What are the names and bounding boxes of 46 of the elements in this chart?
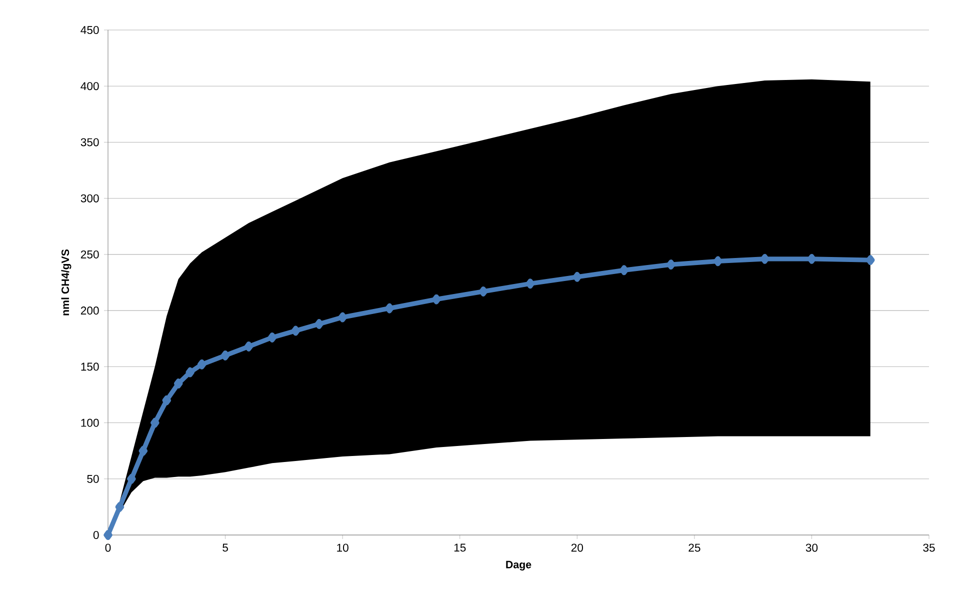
point <box>244 341 254 352</box>
point <box>385 303 394 314</box>
y-axis-title: nml CH4/gVS <box>61 249 72 316</box>
x-tick-label: 10 <box>337 544 348 552</box>
point <box>760 254 770 264</box>
point <box>526 278 535 289</box>
point <box>291 326 300 336</box>
y-tick-label: 0 <box>93 531 99 540</box>
point <box>714 256 722 266</box>
x-tick-label: 15 <box>454 544 466 552</box>
point <box>115 502 124 512</box>
point <box>338 312 347 322</box>
point <box>620 265 628 276</box>
point <box>220 350 230 360</box>
x-tick-label: 0 <box>105 544 111 552</box>
x-axis-title: Dage <box>506 560 532 570</box>
y-tick-label: 50 <box>87 474 99 483</box>
point <box>127 474 136 484</box>
point <box>138 446 148 456</box>
point <box>432 294 441 304</box>
y-tick-label: 100 <box>81 418 99 427</box>
x-tick-label: 5 <box>222 544 228 552</box>
y-tick-label: 450 <box>80 26 99 34</box>
point <box>314 319 324 330</box>
point <box>186 367 194 378</box>
point <box>478 286 488 296</box>
point <box>268 332 277 342</box>
y-tick-label: 350 <box>80 138 99 146</box>
point <box>174 378 183 389</box>
x-tick-label: 30 <box>806 544 818 552</box>
point <box>150 418 160 428</box>
point <box>104 530 112 540</box>
y-tick-label: 250 <box>80 250 99 258</box>
point <box>866 255 875 266</box>
point <box>572 272 582 282</box>
point <box>807 254 816 264</box>
point <box>162 395 171 406</box>
y-tick-label: 150 <box>81 362 99 371</box>
x-tick-label: 35 <box>923 544 935 552</box>
point <box>197 359 206 370</box>
y-tick-label: 300 <box>80 194 99 202</box>
y-tick-label: 400 <box>80 82 99 90</box>
x-tick-label: 20 <box>571 544 583 552</box>
x-tick-label: 25 <box>688 544 700 552</box>
y-tick-label: 200 <box>80 306 99 315</box>
point <box>666 260 676 270</box>
